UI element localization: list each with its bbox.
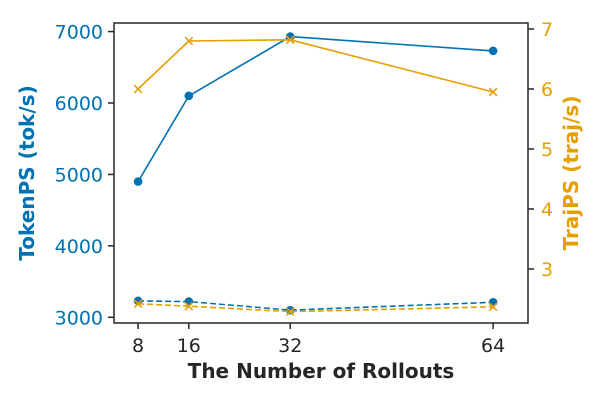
series-2-point-1 xyxy=(184,36,194,46)
series-2-point-2 xyxy=(285,35,295,45)
series-1-line xyxy=(138,300,494,311)
y-left-tick-label-4: 7000 xyxy=(55,22,103,44)
y-right-tick-label-1: 4 xyxy=(541,199,553,221)
y-left-tick-label-3: 6000 xyxy=(55,93,103,115)
y-right-tick-label-2: 5 xyxy=(541,139,553,161)
x-tick-label-3: 64 xyxy=(481,335,505,357)
y-right-tick-label-0: 3 xyxy=(541,259,553,281)
chart-marks xyxy=(133,32,498,316)
series-0-point-1 xyxy=(184,91,194,101)
y-left-tick-label-0: 3000 xyxy=(55,307,103,329)
series-1-point-0 xyxy=(133,296,143,306)
series-1-point-1 xyxy=(184,297,194,306)
x-tick-label-2: 32 xyxy=(278,335,302,357)
series-3-point-2 xyxy=(285,307,295,316)
x-tick-label-1: 16 xyxy=(177,335,201,357)
y-axis-right-title: TrajPS (traj/s) xyxy=(559,96,583,251)
y-left-tick-label-2: 5000 xyxy=(55,164,103,186)
series-1-point-3 xyxy=(488,297,498,307)
y-axis-right: 3 4 5 6 7 xyxy=(528,19,553,281)
series-0-point-0 xyxy=(133,177,143,186)
series-2-point-0 xyxy=(133,84,143,94)
series-0-line xyxy=(137,35,494,183)
series-3-point-0 xyxy=(133,299,143,309)
y-right-tick-label-3: 6 xyxy=(541,79,553,101)
series-0-point-3 xyxy=(488,46,498,56)
series-3-point-1 xyxy=(184,301,194,311)
x-axis: 8 16 32 64 xyxy=(132,323,505,357)
series-3-point-3 xyxy=(488,302,498,312)
series-2-point-3 xyxy=(488,87,498,97)
y-left-tick-label-1: 4000 xyxy=(55,236,103,258)
series-1-point-2 xyxy=(285,305,295,315)
series-2-line xyxy=(137,38,494,93)
y-axis-left-title: TokenPS (tok/s) xyxy=(15,85,39,260)
y-right-tick-label-4: 7 xyxy=(541,19,553,41)
y-axis-left: 3000 4000 5000 6000 7000 xyxy=(55,22,114,329)
x-axis-title: The Number of Rollouts xyxy=(188,359,455,383)
plot-frame xyxy=(113,22,529,324)
series-3-line xyxy=(138,303,494,313)
x-tick-label-0: 8 xyxy=(132,335,144,357)
